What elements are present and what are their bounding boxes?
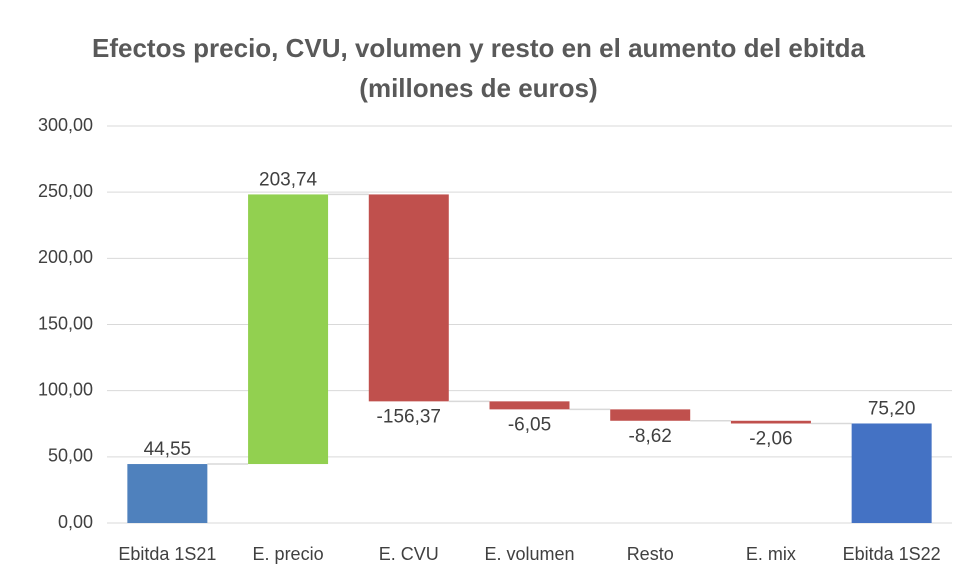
bar	[248, 194, 329, 465]
y-tick-label: 200,00	[38, 247, 93, 267]
x-tick-label: E. CVU	[379, 544, 439, 564]
bar	[730, 420, 811, 424]
x-tick-label: E. volumen	[484, 544, 574, 564]
data-label: 203,74	[259, 169, 318, 190]
bar	[610, 409, 691, 421]
bar	[489, 401, 570, 410]
bar	[127, 464, 208, 523]
x-tick-label: E. mix	[746, 544, 796, 564]
y-tick-label: 50,00	[48, 446, 93, 466]
x-tick-label: Ebitda 1S21	[118, 544, 216, 564]
bar	[368, 194, 449, 402]
chart-title: Efectos precio, CVU, volumen y resto en …	[92, 33, 865, 103]
x-tick-label: E. precio	[253, 544, 324, 564]
y-tick-label: 300,00	[38, 115, 93, 135]
data-label: -156,37	[377, 406, 441, 427]
data-label: -8,62	[629, 426, 672, 447]
y-tick-label: 250,00	[38, 181, 93, 201]
y-tick-label: 0,00	[58, 512, 93, 532]
data-label: -2,06	[749, 429, 792, 450]
data-label: -6,05	[508, 414, 551, 435]
bar	[851, 423, 932, 523]
data-label: 44,55	[144, 439, 192, 460]
x-tick-label: Resto	[627, 544, 674, 564]
y-tick-label: 150,00	[38, 313, 93, 333]
x-tick-label: Ebitda 1S22	[843, 544, 941, 564]
y-tick-label: 100,00	[38, 379, 93, 399]
data-label: 75,20	[868, 399, 916, 420]
